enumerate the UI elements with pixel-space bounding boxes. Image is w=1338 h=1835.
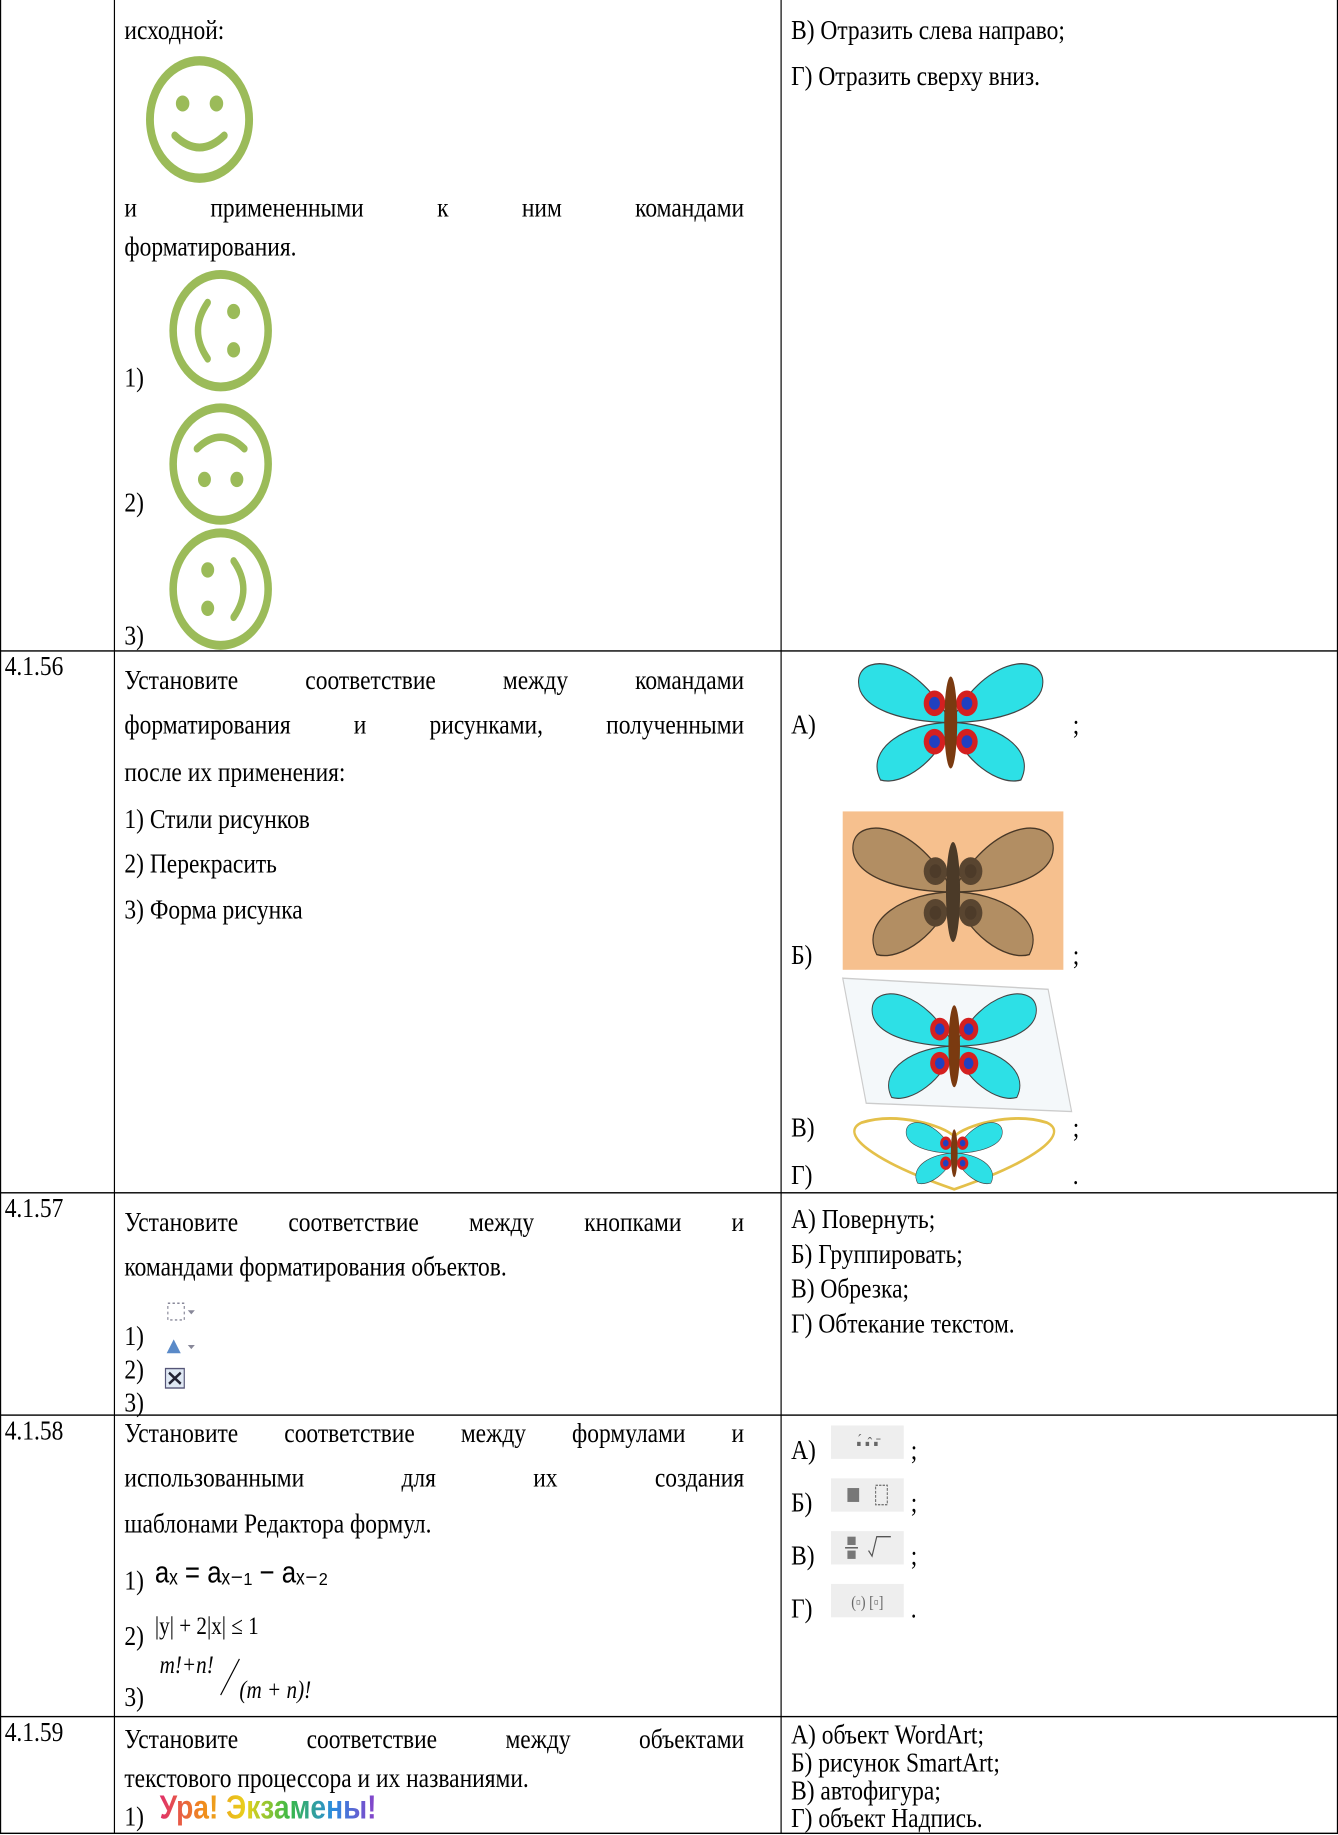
text: В) Обрезка; [791,1274,910,1305]
text: 2) [124,487,144,519]
text: ; [910,1488,918,1519]
text: . [1072,1160,1079,1191]
text: и примененными к ним командами [124,193,745,224]
text: 1) Стили рисунков [124,804,310,836]
formula: m!+n! [159,1650,214,1679]
label: В) [791,1112,815,1144]
text: А) объект WordArt; [791,1720,984,1751]
smiley [167,267,275,395]
text: ; [1072,1112,1080,1144]
text: 2) Перекрасить [124,848,277,880]
text: Г) Отразить сверху вниз. [791,61,1040,92]
text: 1) [124,1565,144,1597]
text: 2) [124,1621,144,1652]
text: 1) [124,362,144,394]
text: ; [910,1540,918,1572]
text: исходной: [124,15,225,46]
text: Г) объект Надпись. [791,1803,983,1835]
text: форматирования и рисунками, полученными [124,709,745,741]
border [0,1715,1338,1718]
text: ; [910,1435,918,1466]
butterfly [842,811,1064,970]
border [0,1192,1338,1194]
text: форматирования. [124,232,297,263]
text: 3) Форма рисунка [124,894,303,926]
icon [830,1478,904,1512]
text: Установите соответствие между кнопками и [124,1207,745,1238]
smiley [167,400,275,528]
label: Б) [791,1488,813,1519]
text: 3) [124,621,144,652]
icon [830,1531,904,1565]
text: ; [1072,709,1080,741]
number: 4.1.59 [4,1717,64,1748]
text: 3) [124,1388,144,1419]
svg-text:(▫) [▫]: (▫) [▫] [851,1593,883,1611]
label: Г) [791,1593,813,1625]
butterfly [841,977,1073,1113]
text: шаблонами Редактора формул. [124,1508,432,1540]
formula: (m + n)! [239,1675,312,1704]
text: текстового процессора и их названиями. [124,1763,529,1794]
wordart: Ура! Экзамены! [159,1789,377,1828]
icon: ▪́ ▪̂ ▪̄ [830,1425,904,1459]
text: 1) [124,1802,144,1833]
butterfly [857,663,1044,782]
number: 4.1.58 [4,1415,64,1447]
icon [164,1367,185,1389]
label: Г) [791,1160,813,1191]
text: А) Повернуть; [791,1204,936,1236]
text: Б) Группировать; [791,1239,963,1270]
formula: aₓ = aₓ₋₁ − aₓ₋₂ [154,1554,329,1590]
text: . [910,1593,917,1625]
text: командами форматирования объектов. [124,1251,507,1283]
border [0,1414,1338,1416]
text: использованными для их создания [124,1463,745,1494]
label: А) [791,1435,816,1466]
text: Г) Обтекание текстом. [791,1308,1015,1340]
icon [167,1302,195,1321]
smiley [167,525,275,653]
text: ; [1072,940,1080,972]
border [0,1832,1338,1835]
border [1336,0,1338,1835]
text: В) Отразить слева направо; [791,15,1065,46]
border [113,0,116,1835]
butterfly [853,1117,1056,1191]
icon: (▫) [▫] [830,1583,904,1618]
border [0,650,1338,652]
label: В) [791,1540,815,1572]
text: Б) рисунок SmartArt; [791,1747,1000,1779]
text: Установите соответствие между объектами [124,1724,745,1755]
label: Б) [791,940,813,972]
formula: |y| + 2|x| ≤ 1 [154,1611,259,1640]
number: 4.1.57 [4,1193,64,1225]
text: 3) [124,1682,144,1714]
number: 4.1.56 [4,651,64,683]
slash [220,1658,240,1696]
text: Установите соответствие между формулами … [124,1418,745,1450]
smiley [143,53,256,186]
text: Установите соответствие между командами [124,665,745,697]
text: 1) [124,1321,144,1352]
text: 2) [124,1354,144,1386]
label: А) [791,709,816,741]
icon [166,1339,195,1354]
border [780,0,782,1835]
text: после их применения: [124,757,346,788]
text: В) автофигура; [791,1775,941,1807]
border [0,0,2,1835]
svg-text:▪́ ▪̂ ▪̄: ▪́ ▪̂ ▪̄ [856,1435,881,1453]
